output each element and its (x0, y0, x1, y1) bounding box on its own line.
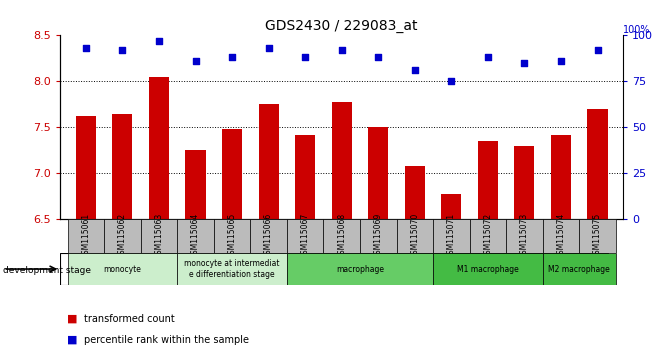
Bar (68, 253, 178, 285)
Bar (332, 102, 352, 219)
Point (519, 60, 530, 66)
Text: GSM115074: GSM115074 (557, 213, 565, 259)
Bar (506, 219, 543, 253)
Point (592, 47, 603, 53)
Point (226, 55, 237, 60)
Text: development stage: development stage (3, 266, 91, 275)
Point (153, 38, 164, 44)
Point (190, 58, 201, 64)
Bar (295, 135, 315, 219)
Bar (433, 253, 543, 285)
Text: GSM115072: GSM115072 (483, 213, 492, 259)
Point (555, 58, 566, 64)
Text: GSM115061: GSM115061 (81, 213, 90, 259)
Point (336, 47, 347, 53)
Bar (360, 219, 397, 253)
Bar (433, 219, 470, 253)
Bar (104, 219, 141, 253)
Bar (222, 129, 242, 219)
Text: ■: ■ (67, 314, 78, 324)
Text: GSM115062: GSM115062 (118, 213, 127, 259)
Bar (259, 103, 279, 219)
Text: GSM115073: GSM115073 (520, 213, 529, 259)
Text: GSM115063: GSM115063 (155, 213, 163, 259)
Point (482, 55, 493, 60)
Point (80, 45, 91, 51)
Bar (580, 219, 616, 253)
Bar (551, 135, 571, 219)
Text: M1 macrophage: M1 macrophage (457, 264, 519, 274)
Text: GSM115070: GSM115070 (410, 213, 419, 259)
Point (299, 55, 310, 60)
Bar (141, 219, 178, 253)
Point (263, 45, 274, 51)
Text: GSM115069: GSM115069 (374, 213, 383, 259)
Bar (149, 77, 169, 219)
Title: GDS2430 / 229083_at: GDS2430 / 229083_at (265, 19, 418, 33)
Text: GSM115068: GSM115068 (337, 213, 346, 259)
Point (373, 55, 384, 60)
Bar (214, 219, 251, 253)
Point (409, 68, 420, 73)
Text: percentile rank within the sample: percentile rank within the sample (84, 335, 249, 345)
Text: GSM115065: GSM115065 (228, 213, 237, 259)
Text: monocyte at intermediat
e differentiation stage: monocyte at intermediat e differentiatio… (184, 259, 280, 279)
Bar (178, 253, 287, 285)
Bar (515, 146, 535, 219)
Text: M2 macrophage: M2 macrophage (548, 264, 610, 274)
Text: GSM115064: GSM115064 (191, 213, 200, 259)
Bar (178, 219, 214, 253)
Point (117, 47, 128, 53)
Bar (287, 253, 433, 285)
Bar (588, 109, 608, 219)
Text: 100%: 100% (623, 25, 651, 35)
Text: macrophage: macrophage (336, 264, 384, 274)
Text: GSM115071: GSM115071 (447, 213, 456, 259)
Bar (478, 141, 498, 219)
Point (446, 79, 457, 84)
Bar (405, 166, 425, 219)
Bar (470, 219, 506, 253)
Bar (397, 219, 433, 253)
Bar (369, 127, 389, 219)
Bar (68, 219, 104, 253)
Bar (543, 219, 580, 253)
Bar (186, 150, 206, 219)
Bar (251, 219, 287, 253)
Bar (76, 116, 96, 219)
Bar (287, 219, 324, 253)
Text: monocyte: monocyte (103, 264, 141, 274)
Text: GSM115075: GSM115075 (593, 213, 602, 259)
Bar (324, 219, 360, 253)
Bar (442, 194, 462, 219)
Bar (543, 253, 616, 285)
Text: GSM115066: GSM115066 (264, 213, 273, 259)
Bar (113, 114, 133, 219)
Text: transformed count: transformed count (84, 314, 174, 324)
Text: ■: ■ (67, 335, 78, 345)
Text: GSM115067: GSM115067 (301, 213, 310, 259)
